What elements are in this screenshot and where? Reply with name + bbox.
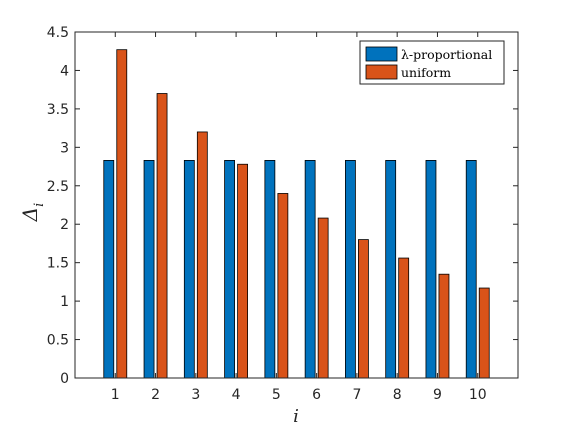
- axes-layer: [74, 31, 519, 379]
- bar-uniform-2: [156, 93, 168, 379]
- bar-lambda-proportional-9: [425, 160, 437, 379]
- x-tick-label: 3: [191, 387, 200, 403]
- ticks-layer: 0 0.5 1 1.5 2 2.5 3 3.5 4 4.5 1 2 3 4 5 6 7 8 9 10: [47, 25, 518, 403]
- bar-uniform-1: [116, 49, 128, 379]
- bar-lambda-proportional-2: [143, 160, 155, 379]
- legend-label-lambda-proportional: λ-proportional: [401, 47, 492, 62]
- legend-label-uniform: uniform: [401, 65, 451, 80]
- bar-uniform-5: [277, 193, 289, 379]
- y-tick-label: 2: [60, 217, 69, 233]
- x-tick-label: 7: [352, 387, 361, 403]
- bar-uniform-8: [398, 257, 410, 379]
- x-axis-label: i: [293, 406, 299, 427]
- bar-uniform-3: [196, 131, 208, 379]
- bar-uniform-9: [438, 273, 450, 379]
- y-tick-label: 0.5: [47, 333, 69, 349]
- bar-uniform-10: [478, 287, 490, 379]
- y-tick-label: 1.5: [47, 256, 69, 272]
- legend: λ-proportional uniform: [359, 40, 505, 85]
- y-tick-label: 2.5: [47, 179, 69, 195]
- bar-uniform-7: [358, 239, 369, 379]
- y-tick-label: 3: [60, 140, 69, 156]
- x-tick-label: 9: [433, 387, 442, 403]
- bar-uniform-6: [317, 217, 329, 379]
- x-tick-label: 4: [232, 387, 241, 403]
- y-tick-label: 4.5: [47, 25, 69, 41]
- legend-swatch-uniform: [365, 64, 398, 80]
- bar-lambda-proportional-1: [103, 160, 115, 379]
- bar-lambda-proportional-3: [183, 160, 195, 379]
- bar-lambda-proportional-10: [465, 160, 477, 379]
- bar-uniform-4: [237, 163, 248, 379]
- y-tick-label: 3.5: [47, 102, 69, 118]
- y-tick-label: 1: [60, 294, 69, 310]
- x-tick-label: 6: [312, 387, 321, 403]
- bar-lambda-proportional-8: [385, 160, 397, 379]
- bar-lambda-proportional-7: [345, 160, 356, 379]
- axes-frame: [74, 31, 519, 379]
- y-tick-label: 4: [60, 63, 69, 79]
- bar-lambda-proportional-5: [264, 160, 276, 379]
- y-axis-label: Δi: [18, 203, 47, 223]
- bar-lambda-proportional-4: [224, 160, 235, 379]
- x-tick-label: 5: [272, 387, 281, 403]
- bar-lambda-proportional-6: [304, 160, 316, 379]
- x-tick-label: 8: [393, 387, 402, 403]
- x-tick-label: 2: [151, 387, 160, 403]
- y-tick-label: 0: [60, 371, 69, 387]
- x-tick-label: 1: [111, 387, 120, 403]
- legend-swatch-lambda-proportional: [365, 46, 398, 62]
- x-tick-label: 10: [469, 387, 487, 403]
